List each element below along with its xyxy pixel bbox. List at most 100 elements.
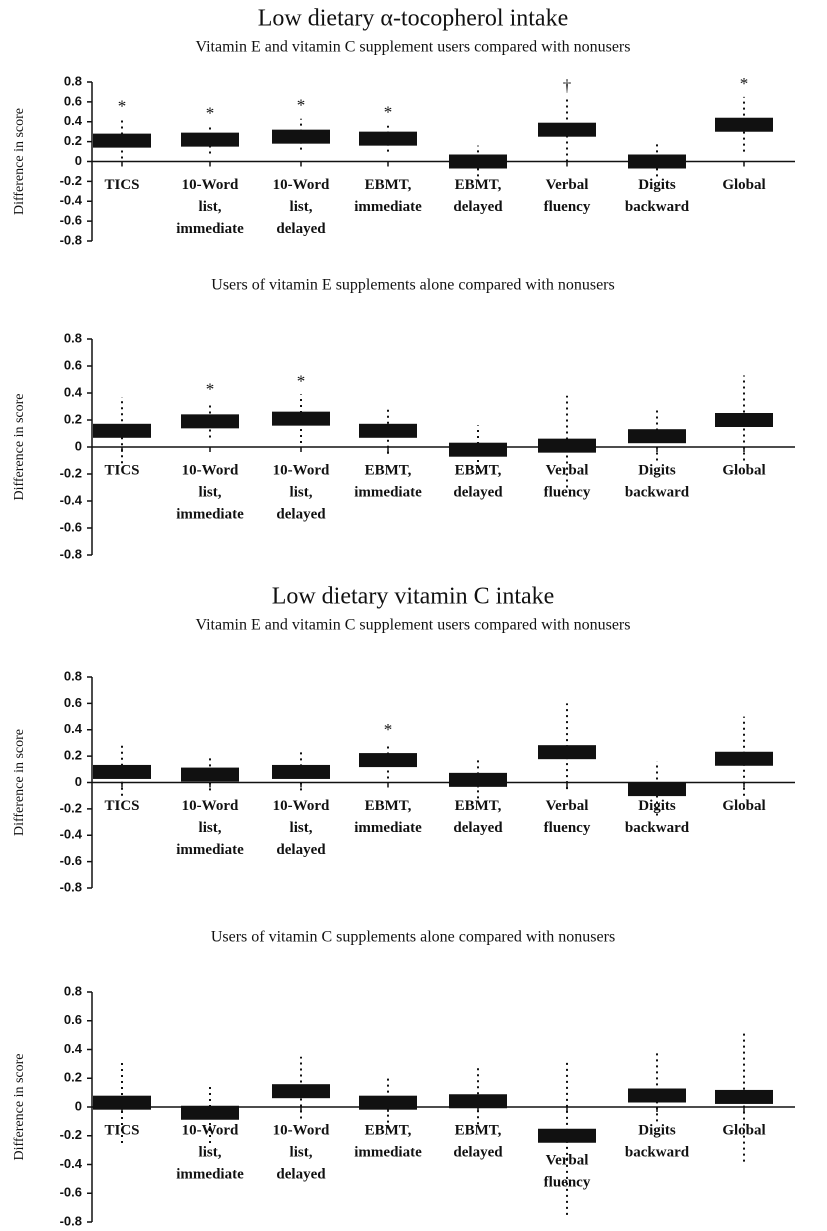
y-tick-label: -0.2: [60, 1127, 82, 1142]
y-axis-label: Difference in score: [12, 393, 27, 500]
significance-marker: *: [384, 103, 393, 122]
estimate-bar: [272, 411, 330, 426]
x-tick-label: Verbal: [546, 462, 589, 478]
estimate-bar: [538, 745, 596, 760]
y-tick-label: -0.2: [60, 173, 82, 188]
x-tick-label: delayed: [276, 221, 326, 237]
y-tick-label: -0.2: [60, 465, 82, 480]
significance-marker: *: [118, 97, 127, 116]
x-tick-label: 10-Word: [273, 462, 330, 478]
x-tick-label: list,: [290, 1144, 313, 1160]
y-tick-label: -0.4: [60, 827, 83, 842]
x-tick-label: backward: [625, 820, 690, 836]
estimate-bar: [272, 129, 330, 144]
estimate-bar: [93, 133, 151, 148]
x-tick-label: immediate: [354, 820, 422, 836]
y-tick-label: -0.8: [60, 879, 82, 894]
significance-marker: *: [297, 371, 306, 390]
estimate-bar: [272, 1084, 330, 1099]
x-tick-label: immediate: [176, 506, 244, 522]
x-tick-label: list,: [199, 1144, 222, 1160]
x-tick-label: fluency: [544, 1174, 591, 1190]
x-tick-label: immediate: [176, 842, 244, 858]
x-tick-label: delayed: [453, 199, 503, 215]
y-tick-label: 0.4: [64, 721, 83, 736]
significance-marker: *: [297, 96, 306, 115]
significance-marker: *: [384, 720, 393, 739]
x-tick-label: delayed: [453, 1144, 503, 1160]
y-tick-label: -0.4: [60, 1156, 83, 1171]
x-tick-label: list,: [199, 484, 222, 500]
x-tick-label: Global: [722, 177, 765, 193]
estimate-bar: [181, 132, 239, 147]
x-tick-label: Global: [722, 462, 765, 478]
x-tick-label: delayed: [453, 820, 503, 836]
chart-subtitle: Users of vitamin E supplements alone com…: [211, 277, 614, 294]
y-tick-label: 0: [75, 1098, 82, 1113]
x-tick-label: backward: [625, 484, 690, 500]
estimate-bar: [272, 764, 330, 779]
x-tick-label: EBMT,: [365, 177, 412, 193]
y-tick-label: 0.4: [64, 113, 83, 128]
x-tick-label: Digits: [638, 1122, 676, 1138]
x-tick-label: list,: [290, 199, 313, 215]
chart-subtitle: Users of vitamin C supplements alone com…: [211, 929, 615, 946]
x-tick-label: EBMT,: [365, 798, 412, 814]
estimate-bar: [538, 122, 596, 137]
y-tick-label: -0.8: [60, 232, 82, 247]
x-tick-label: immediate: [176, 221, 244, 237]
estimate-bar: [449, 1094, 507, 1109]
y-tick-label: 0.2: [64, 411, 82, 426]
x-tick-label: TICS: [104, 177, 139, 193]
x-tick-label: Global: [722, 798, 765, 814]
estimate-bar: [181, 767, 239, 782]
x-tick-label: immediate: [354, 484, 422, 500]
x-tick-label: TICS: [104, 798, 139, 814]
x-tick-label: 10-Word: [273, 1122, 330, 1138]
estimate-bar: [93, 423, 151, 438]
estimate-bar: [93, 1095, 151, 1110]
y-axis-label: Difference in score: [12, 1053, 27, 1160]
x-tick-label: 10-Word: [182, 177, 239, 193]
x-tick-label: backward: [625, 1144, 690, 1160]
x-tick-label: immediate: [354, 1144, 422, 1160]
x-tick-label: delayed: [276, 842, 326, 858]
chart-subtitle: Vitamin E and vitamin C supplement users…: [196, 617, 631, 634]
estimate-bar: [628, 782, 686, 797]
x-tick-label: Verbal: [546, 177, 589, 193]
x-tick-label: fluency: [544, 820, 591, 836]
y-tick-label: 0.8: [64, 983, 82, 998]
x-tick-label: 10-Word: [273, 177, 330, 193]
x-tick-label: Global: [722, 1122, 765, 1138]
estimate-bar: [715, 117, 773, 132]
x-tick-label: EBMT,: [455, 1122, 502, 1138]
y-tick-label: 0.6: [64, 1012, 82, 1027]
y-tick-label: -0.4: [60, 193, 83, 208]
y-tick-label: 0.8: [64, 73, 82, 88]
x-tick-label: TICS: [104, 462, 139, 478]
x-tick-label: delayed: [453, 484, 503, 500]
x-tick-label: immediate: [354, 199, 422, 215]
estimate-bar: [449, 442, 507, 457]
estimate-bar: [359, 753, 417, 768]
y-tick-label: 0.6: [64, 93, 82, 108]
estimate-bar: [715, 1089, 773, 1104]
estimate-bar: [538, 438, 596, 453]
estimate-bar: [181, 414, 239, 429]
estimate-bar: [628, 429, 686, 444]
x-tick-label: EBMT,: [365, 462, 412, 478]
y-tick-label: -0.8: [60, 1213, 82, 1228]
significance-marker: *: [206, 104, 215, 123]
x-tick-label: EBMT,: [455, 462, 502, 478]
x-tick-label: EBMT,: [455, 798, 502, 814]
y-tick-label: 0: [75, 774, 82, 789]
y-tick-label: -0.6: [60, 519, 82, 534]
x-tick-label: 10-Word: [182, 1122, 239, 1138]
significance-marker: *: [740, 74, 749, 93]
x-tick-label: list,: [199, 820, 222, 836]
x-tick-label: EBMT,: [455, 177, 502, 193]
estimate-bar: [181, 1105, 239, 1120]
y-axis-label: Difference in score: [12, 729, 27, 836]
estimate-bar: [93, 764, 151, 779]
